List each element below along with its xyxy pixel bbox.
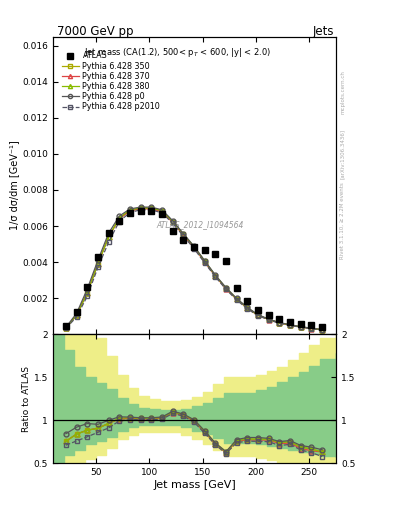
Text: 7000 GeV pp: 7000 GeV pp (57, 25, 134, 38)
Text: mcplots.cern.ch: mcplots.cern.ch (340, 70, 345, 114)
Text: [arXiv:1306.3436]: [arXiv:1306.3436] (340, 129, 345, 179)
Text: ATLAS_2012_I1094564: ATLAS_2012_I1094564 (156, 220, 244, 229)
Legend: ATLAS, Pythia 6.428 350, Pythia 6.428 370, Pythia 6.428 380, Pythia 6.428 p0, Py: ATLAS, Pythia 6.428 350, Pythia 6.428 37… (60, 50, 162, 113)
Text: Jet mass (CA(1.2), 500< p$_T$ < 600, |y| < 2.0): Jet mass (CA(1.2), 500< p$_T$ < 600, |y|… (84, 46, 271, 59)
Text: Jets: Jets (312, 25, 334, 38)
Y-axis label: 1/σ dσ/dm [GeV⁻¹]: 1/σ dσ/dm [GeV⁻¹] (9, 141, 20, 230)
Y-axis label: Ratio to ATLAS: Ratio to ATLAS (22, 366, 31, 432)
X-axis label: Jet mass [GeV]: Jet mass [GeV] (153, 480, 236, 490)
Text: Rivet 3.1.10, ≥ 2.2M events: Rivet 3.1.10, ≥ 2.2M events (340, 182, 345, 259)
